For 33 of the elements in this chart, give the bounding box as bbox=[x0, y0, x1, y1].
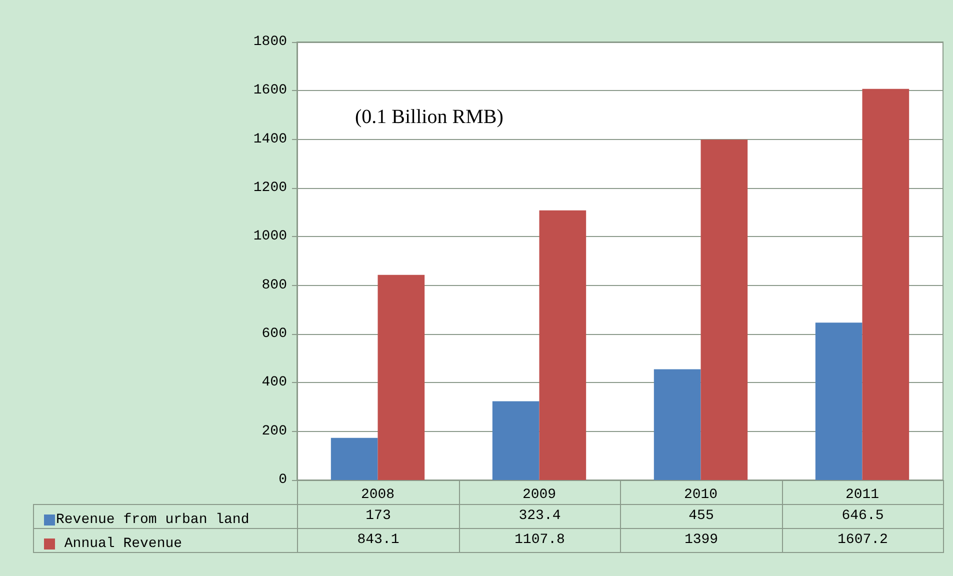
y-tick-label: 1600 bbox=[253, 82, 287, 99]
bar bbox=[815, 322, 862, 480]
bar bbox=[330, 438, 378, 480]
y-tick-label: 0 bbox=[278, 472, 287, 488]
y-tick-label: 800 bbox=[262, 277, 287, 294]
data-label: 173 bbox=[297, 504, 460, 529]
bar bbox=[539, 210, 586, 480]
y-tick-label: 1000 bbox=[253, 228, 287, 245]
data-label: 646.5 bbox=[782, 504, 944, 529]
y-tick-label: 200 bbox=[262, 423, 287, 440]
bar bbox=[654, 369, 701, 480]
data-label: 1107.8 bbox=[458, 528, 621, 553]
bar bbox=[492, 401, 540, 480]
data-label: 455 bbox=[620, 504, 782, 529]
annotation: (0.1 Billion RMB) bbox=[355, 106, 504, 128]
y-tick-label: 400 bbox=[262, 374, 287, 391]
bar bbox=[700, 140, 748, 480]
bar bbox=[862, 88, 910, 480]
legend-label: Revenue from urban land bbox=[56, 512, 250, 528]
bar bbox=[378, 274, 425, 480]
y-tick-label: 600 bbox=[262, 326, 287, 342]
data-label: 1399 bbox=[620, 528, 782, 553]
x-tick-label: 2011 bbox=[845, 487, 880, 503]
data-label: 843.1 bbox=[297, 528, 460, 553]
y-tick-label: 1800 bbox=[253, 34, 287, 50]
y-tick-label: 1200 bbox=[253, 180, 287, 196]
y-tick-label: 1400 bbox=[253, 131, 287, 148]
x-tick-label: 2010 bbox=[684, 487, 718, 503]
data-label: 323.4 bbox=[458, 504, 621, 529]
x-tick-label: 2009 bbox=[522, 487, 556, 503]
data-label: 1607.2 bbox=[782, 528, 944, 553]
x-tick-label: 2008 bbox=[360, 487, 395, 503]
legend-label: Annual Revenue bbox=[56, 536, 182, 552]
